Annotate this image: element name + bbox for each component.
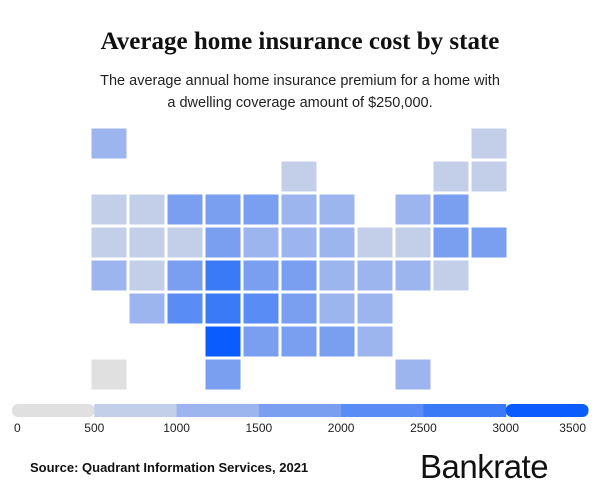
legend-swatch <box>176 404 260 417</box>
state-region <box>166 292 204 325</box>
state-region <box>394 358 432 391</box>
state-region <box>204 193 242 226</box>
state-region <box>280 160 318 193</box>
legend-tick-label: 0 <box>14 421 21 435</box>
state-region <box>432 160 470 193</box>
state-region <box>394 226 432 259</box>
state-region <box>356 259 394 292</box>
state-region <box>128 193 166 226</box>
state-region <box>394 193 432 226</box>
state-region <box>90 193 128 226</box>
legend-tick-label: 2500 <box>410 421 437 435</box>
state-region <box>242 226 280 259</box>
legend-tick-label: 2000 <box>328 421 355 435</box>
state-region <box>280 259 318 292</box>
state-region <box>204 259 242 292</box>
legend-swatch <box>341 404 424 417</box>
state-region <box>394 259 432 292</box>
state-region <box>90 127 128 160</box>
legend-swatch <box>12 404 95 417</box>
legend-tick-label: 3000 <box>492 421 519 435</box>
chart-title: Average home insurance cost by state <box>100 28 500 55</box>
state-region <box>432 193 470 226</box>
state-region <box>432 226 470 259</box>
state-region <box>470 160 508 193</box>
state-region <box>242 193 280 226</box>
legend-tick-label: 500 <box>84 421 104 435</box>
state-region <box>432 259 470 292</box>
state-region <box>90 259 128 292</box>
state-region <box>204 226 242 259</box>
state-region <box>280 226 318 259</box>
legend-swatch <box>423 404 507 417</box>
state-region <box>356 292 394 325</box>
state-region <box>90 226 128 259</box>
state-region <box>242 292 280 325</box>
legend-swatch <box>94 404 178 417</box>
state-region <box>318 259 356 292</box>
source-note: Source: Quadrant Information Services, 2… <box>30 460 309 475</box>
legend-swatch <box>258 404 342 417</box>
chart-subtitle: The average annual home insurance premiu… <box>100 73 500 111</box>
legend-tick-label: 1500 <box>246 421 273 435</box>
state-region <box>280 325 318 358</box>
brand-logo: Bankrate <box>420 448 549 485</box>
state-region <box>470 127 508 160</box>
state-region <box>166 226 204 259</box>
state-region <box>356 226 394 259</box>
state-region <box>318 193 356 226</box>
legend-tick-label: 3500 <box>559 421 586 435</box>
state-region <box>166 193 204 226</box>
state-region <box>242 259 280 292</box>
state-region <box>318 325 356 358</box>
state-region <box>318 226 356 259</box>
legend-swatch <box>505 404 589 417</box>
state-region <box>318 292 356 325</box>
legend-tick-label: 1000 <box>163 421 190 435</box>
state-region <box>128 292 166 325</box>
state-region <box>356 325 394 358</box>
state-region <box>280 193 318 226</box>
state-region <box>280 292 318 325</box>
state-region <box>242 325 280 358</box>
state-region <box>128 226 166 259</box>
state-region <box>90 358 128 391</box>
state-region <box>204 358 242 391</box>
state-region <box>128 259 166 292</box>
state-region <box>204 292 242 325</box>
state-region <box>470 226 508 259</box>
state-region <box>166 259 204 292</box>
state-region <box>204 325 242 358</box>
